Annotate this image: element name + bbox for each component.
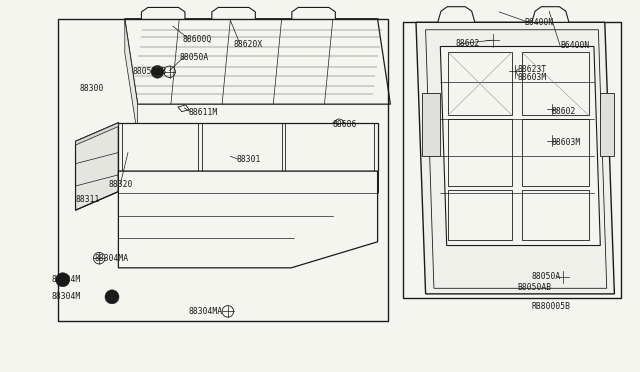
Circle shape bbox=[56, 273, 70, 287]
Polygon shape bbox=[118, 123, 378, 171]
Text: RB80005B: RB80005B bbox=[531, 302, 570, 311]
Polygon shape bbox=[76, 123, 118, 145]
Text: 88300: 88300 bbox=[80, 84, 104, 93]
Polygon shape bbox=[600, 93, 614, 156]
Text: 88603M: 88603M bbox=[517, 73, 547, 81]
Text: 88620X: 88620X bbox=[234, 40, 263, 49]
Polygon shape bbox=[438, 7, 475, 22]
Circle shape bbox=[541, 271, 554, 283]
Text: 88301: 88301 bbox=[237, 155, 261, 164]
Text: 88311: 88311 bbox=[76, 195, 100, 203]
Polygon shape bbox=[212, 7, 255, 19]
Text: B6400N: B6400N bbox=[525, 18, 554, 27]
Text: 88304MA: 88304MA bbox=[189, 307, 223, 316]
Polygon shape bbox=[440, 46, 600, 246]
Polygon shape bbox=[532, 7, 569, 22]
Circle shape bbox=[105, 290, 119, 304]
Polygon shape bbox=[422, 93, 440, 156]
Polygon shape bbox=[118, 171, 378, 192]
Polygon shape bbox=[118, 171, 378, 268]
Text: 88611M: 88611M bbox=[189, 108, 218, 117]
Bar bbox=[58, 19, 388, 321]
Text: 88050A: 88050A bbox=[179, 53, 209, 62]
Polygon shape bbox=[76, 123, 118, 210]
Text: 88304M: 88304M bbox=[51, 275, 81, 284]
Polygon shape bbox=[416, 22, 614, 294]
Text: 88623T: 88623T bbox=[517, 65, 547, 74]
Text: 88050AB: 88050AB bbox=[132, 67, 166, 76]
Circle shape bbox=[151, 65, 164, 78]
Text: B8050AB: B8050AB bbox=[517, 283, 551, 292]
Text: 88304M: 88304M bbox=[51, 292, 81, 301]
Polygon shape bbox=[125, 19, 138, 136]
Text: 88602: 88602 bbox=[456, 39, 480, 48]
Text: 88602: 88602 bbox=[552, 107, 576, 116]
Bar bbox=[403, 22, 621, 298]
Text: 88686: 88686 bbox=[333, 120, 357, 129]
Text: 88600Q: 88600Q bbox=[182, 35, 212, 44]
Text: 88320: 88320 bbox=[109, 180, 133, 189]
Text: 88603M: 88603M bbox=[552, 138, 581, 147]
Polygon shape bbox=[141, 7, 185, 19]
Text: 88304MA: 88304MA bbox=[95, 254, 129, 263]
Polygon shape bbox=[292, 7, 335, 19]
Text: 88050A: 88050A bbox=[531, 272, 561, 280]
Text: B6400N: B6400N bbox=[560, 41, 589, 50]
